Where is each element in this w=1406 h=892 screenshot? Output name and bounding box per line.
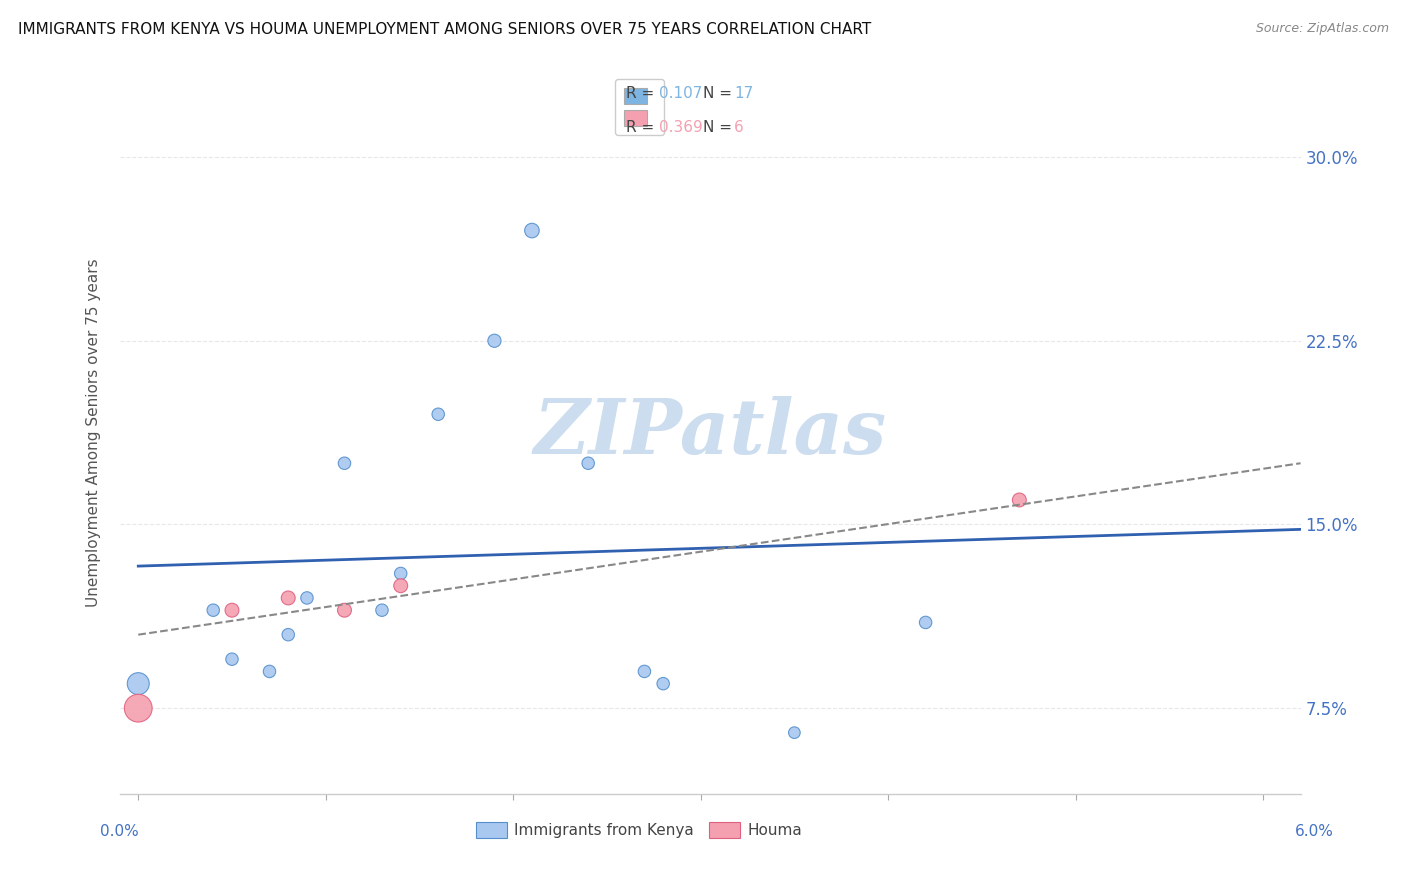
Point <box>652 676 675 690</box>
Point <box>333 456 356 470</box>
Point <box>277 628 299 642</box>
Legend: Immigrants from Kenya, Houma: Immigrants from Kenya, Houma <box>470 816 808 844</box>
Text: ZIPatlas: ZIPatlas <box>533 396 887 469</box>
Text: R =: R = <box>626 120 659 135</box>
Text: 6: 6 <box>734 120 744 135</box>
Text: 0.107: 0.107 <box>659 87 703 101</box>
Point <box>389 579 412 593</box>
Point <box>127 676 149 690</box>
Point <box>127 701 149 715</box>
Text: R =: R = <box>626 87 659 101</box>
Text: 0.369: 0.369 <box>659 120 703 135</box>
Point <box>221 652 243 666</box>
Text: 0.0%: 0.0% <box>100 824 139 838</box>
Point <box>576 456 599 470</box>
Y-axis label: Unemployment Among Seniors over 75 years: Unemployment Among Seniors over 75 years <box>86 259 101 607</box>
Text: 17: 17 <box>734 87 754 101</box>
Point <box>221 603 243 617</box>
Text: N =: N = <box>703 120 737 135</box>
Text: 6.0%: 6.0% <box>1295 824 1334 838</box>
Point <box>914 615 936 630</box>
Point <box>520 223 543 237</box>
Text: IMMIGRANTS FROM KENYA VS HOUMA UNEMPLOYMENT AMONG SENIORS OVER 75 YEARS CORRELAT: IMMIGRANTS FROM KENYA VS HOUMA UNEMPLOYM… <box>18 22 872 37</box>
Point <box>259 665 281 679</box>
Point <box>783 725 806 739</box>
Point <box>633 665 655 679</box>
Point <box>1008 493 1031 508</box>
Point <box>295 591 318 605</box>
Point <box>202 603 225 617</box>
Point <box>277 591 299 605</box>
Point <box>371 603 394 617</box>
Point <box>333 603 356 617</box>
Point <box>427 407 450 421</box>
Point <box>484 334 506 348</box>
Text: N =: N = <box>703 87 737 101</box>
Point <box>389 566 412 581</box>
Text: Source: ZipAtlas.com: Source: ZipAtlas.com <box>1256 22 1389 36</box>
